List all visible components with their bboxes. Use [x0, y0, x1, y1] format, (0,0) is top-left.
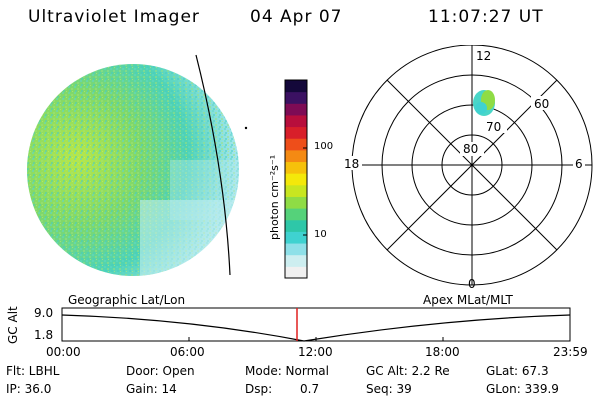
colorbar-segment — [285, 219, 307, 232]
xtick-0000: 00:00 — [46, 345, 81, 359]
colorbar-segment — [285, 254, 307, 267]
time-label: 11:07:27 UT — [428, 7, 544, 27]
xtick-2359: 23:59 — [553, 345, 588, 359]
colorbar-segment — [285, 149, 307, 163]
altitude-timeline — [61, 307, 571, 342]
ring-label-60: 60 — [534, 97, 549, 111]
mlt-label-6: 6 — [575, 157, 583, 171]
app-title: Ultraviolet Imager — [28, 7, 200, 27]
colorbar-segment — [285, 91, 307, 104]
colorbar-segment — [285, 138, 307, 151]
aurora-blob — [473, 90, 495, 116]
apex-caption: Apex MLat/MLT — [423, 293, 513, 307]
ytick-top: 9.0 — [34, 306, 54, 320]
auroral-image — [27, 54, 248, 276]
ring-label-80: 80 — [463, 142, 478, 156]
gcalt-info: GC Alt: 2.2 Re — [366, 364, 450, 378]
colorbar-tick-100: 100 — [314, 141, 334, 152]
door-info: Door: Open — [126, 364, 195, 378]
colorbar-unit-label: photon cm⁻²s⁻¹ — [268, 154, 281, 240]
axis-title: GC Alt — [6, 306, 20, 344]
glat-info: GLat: 67.3 — [486, 364, 549, 378]
colorbar-segment — [285, 196, 307, 209]
colorbar-segment — [285, 243, 307, 256]
mode-info: Mode: Normal — [245, 364, 329, 378]
colorbar-segment — [285, 266, 307, 279]
colorbar-strip — [285, 80, 307, 279]
filter-info: Flt: LBHL — [6, 364, 60, 378]
date-label: 04 Apr 07 — [250, 7, 343, 27]
colorbar-segment — [285, 231, 307, 244]
ip-info: IP: 36.0 — [6, 382, 52, 396]
gain-info: Gain: 14 — [126, 382, 177, 396]
colorbar-segment — [285, 184, 307, 197]
mlt-label-0: 0 — [468, 277, 476, 290]
glon-info: GLon: 339.9 — [486, 382, 559, 396]
ring-label-70: 70 — [486, 120, 501, 134]
colorbar-segment — [285, 173, 307, 186]
polar-plot: 80 70 60 12 0 18 6 — [344, 45, 593, 290]
geo-caption: Geographic Lat/Lon — [68, 293, 186, 307]
xtick-0600: 06:00 — [170, 345, 205, 359]
altitude-curve — [61, 314, 571, 342]
colorbar-segment — [285, 208, 307, 221]
xtick-1200: 12:00 — [298, 345, 333, 359]
colorbar-segment — [285, 114, 307, 128]
colorbar — [284, 79, 308, 279]
xtick-1800: 18:00 — [425, 345, 460, 359]
colorbar-tick-10: 10 — [314, 229, 327, 240]
terminator-line — [195, 54, 231, 276]
colorbar-segment — [285, 126, 307, 139]
mlt-label-18: 18 — [344, 157, 359, 171]
seq-info: Seq: 39 — [366, 382, 412, 396]
colorbar-segment — [285, 80, 307, 93]
mlt-label-12: 12 — [476, 49, 491, 63]
colorbar-segment — [285, 103, 307, 116]
ytick-bottom: 1.8 — [34, 328, 54, 342]
dsp-value: 0.7 — [300, 382, 320, 396]
colorbar-segment — [285, 161, 307, 174]
dsp-label: Dsp: — [245, 382, 273, 396]
